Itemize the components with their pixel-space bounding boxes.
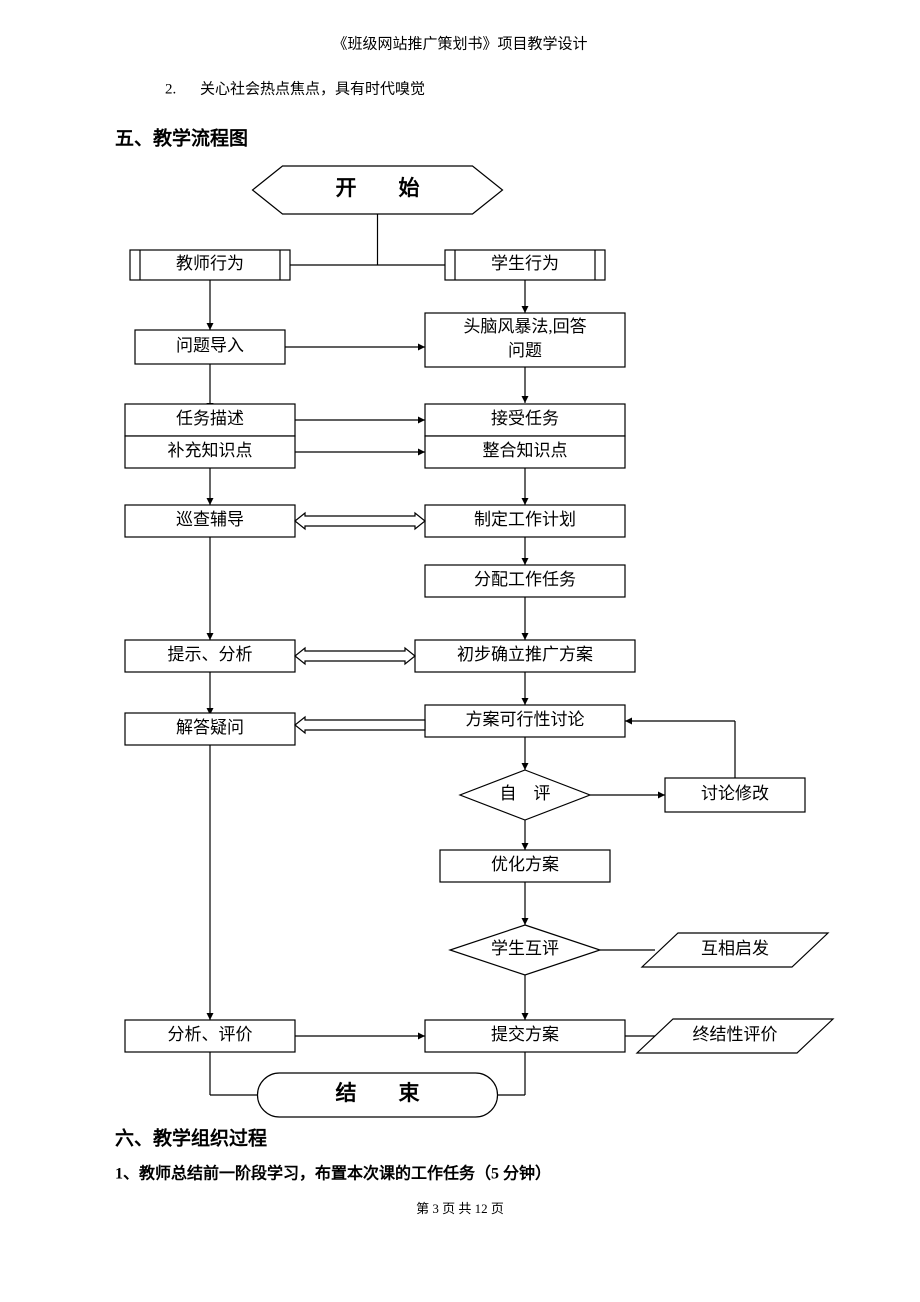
finaleval-label: 终结性评价 bbox=[693, 1025, 778, 1044]
inspire-label: 互相启发 bbox=[701, 939, 769, 958]
hint-label: 提示、分析 bbox=[168, 645, 253, 664]
peereval-label: 学生互评 bbox=[491, 939, 559, 958]
section6-title: 六、教学组织过程 bbox=[115, 1126, 267, 1149]
analyze-label: 分析、评价 bbox=[168, 1025, 253, 1044]
hollow-left-arrow bbox=[295, 717, 425, 733]
integrate-label: 整合知识点 bbox=[483, 441, 568, 460]
q-intro-label: 问题导入 bbox=[176, 336, 244, 355]
draft-label: 初步确立推广方案 bbox=[457, 645, 593, 664]
hollow-double-arrow bbox=[295, 648, 415, 664]
doc-header: 《班级网站推广策划书》项目教学设计 bbox=[332, 35, 587, 52]
footer-text: 第 3 页 共 12 页 bbox=[416, 1201, 504, 1216]
end-node-label: 结 束 bbox=[336, 1081, 421, 1105]
flowchart-svg: 《班级网站推广策划书》项目教学设计 2. 关心社会热点焦点，具有时代嗅觉五、教学流程… bbox=[0, 0, 920, 1302]
subtask-text: 1、教师总结前一阶段学习，布置本次课的工作任务（5 分钟） bbox=[115, 1164, 551, 1183]
accept-task-label: 接受任务 bbox=[491, 409, 559, 428]
bullet-num: 2. bbox=[165, 81, 176, 97]
section5-title: 五、教学流程图 bbox=[115, 126, 248, 149]
page: 《班级网站推广策划书》项目教学设计 2. 关心社会热点焦点，具有时代嗅觉五、教学流程… bbox=[0, 0, 920, 1302]
discuss-label: 方案可行性讨论 bbox=[466, 710, 585, 729]
assign-label: 分配工作任务 bbox=[474, 570, 576, 589]
teacher-behavior-label: 教师行为 bbox=[176, 254, 244, 273]
start-node-label: 开 始 bbox=[336, 176, 420, 200]
optimize-label: 优化方案 bbox=[491, 855, 559, 874]
student-behavior-label: 学生行为 bbox=[491, 254, 559, 273]
submit-label: 提交方案 bbox=[491, 1025, 559, 1044]
revise-label: 讨论修改 bbox=[701, 784, 769, 803]
plan-label: 制定工作计划 bbox=[474, 510, 576, 529]
brainstorm-l2: 问题 bbox=[508, 341, 542, 360]
task-desc-label: 任务描述 bbox=[176, 409, 244, 428]
supplement-label: 补充知识点 bbox=[168, 441, 253, 460]
hollow-double-arrow bbox=[295, 513, 425, 529]
brainstorm-l1: 头脑风暴法,回答 bbox=[463, 317, 586, 336]
bullet-text: 关心社会热点焦点，具有时代嗅觉 bbox=[200, 80, 425, 97]
answer-label: 解答疑问 bbox=[176, 718, 244, 737]
selfeval-label: 自 评 bbox=[500, 784, 551, 803]
patrol-label: 巡查辅导 bbox=[176, 510, 244, 529]
